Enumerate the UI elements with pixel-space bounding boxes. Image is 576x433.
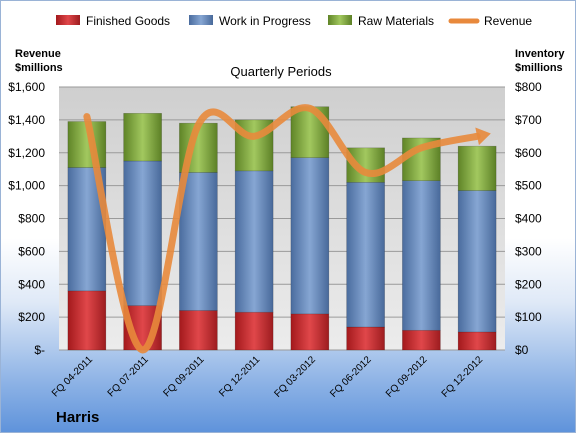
left-axis-title-line1: Revenue bbox=[15, 48, 61, 60]
bar-finished-goods bbox=[402, 329, 441, 351]
right-tick-label: $100 bbox=[515, 310, 542, 324]
left-tick-label: $- bbox=[34, 343, 45, 357]
right-tick-label: $0 bbox=[515, 343, 529, 357]
right-tick-label: $200 bbox=[515, 277, 542, 291]
left-tick-label: $1,400 bbox=[8, 113, 45, 127]
left-tick-label: $600 bbox=[18, 244, 45, 258]
bar-work-in-progress bbox=[179, 172, 218, 311]
left-axis-title-line2: $millions bbox=[15, 62, 63, 74]
chart-subtitle: Quarterly Periods bbox=[230, 64, 332, 79]
revenue-line bbox=[83, 104, 481, 354]
left-tick-label: $1,000 bbox=[8, 179, 45, 193]
legend-label-finished-goods: Finished Goods bbox=[86, 14, 170, 28]
left-tick-label: $1,600 bbox=[8, 80, 45, 94]
bar-finished-goods bbox=[290, 313, 330, 351]
left-axis-ticks: $- $200 $400 $600 $800 $1,000 $1,200 $1,400 $1,6… bbox=[8, 80, 45, 357]
x-tick-label: FQ 07-2011 bbox=[106, 354, 151, 399]
legend: Finished Goods Work in Progress Raw Mate… bbox=[56, 14, 532, 28]
bar-work-in-progress bbox=[402, 180, 441, 331]
x-axis-ticks: FQ 04-2011 FQ 07-2011 FQ 09-2011 FQ 12-2011… bbox=[50, 354, 486, 400]
left-tick-label: $800 bbox=[18, 212, 45, 226]
bar-raw-materials bbox=[457, 145, 497, 191]
bar-work-in-progress bbox=[123, 160, 162, 306]
bar-finished-goods bbox=[457, 331, 497, 351]
x-tick-label: FQ 12-2012 bbox=[440, 354, 486, 400]
right-axis-title-line1: Inventory bbox=[515, 48, 565, 60]
bar-finished-goods bbox=[179, 310, 218, 351]
right-tick-label: $700 bbox=[515, 113, 542, 127]
bar-work-in-progress bbox=[457, 190, 497, 333]
right-tick-label: $600 bbox=[515, 146, 542, 160]
left-tick-label: $400 bbox=[18, 277, 45, 291]
x-tick-label: FQ 12-2011 bbox=[217, 354, 262, 399]
right-axis-title-line2: $millions bbox=[515, 62, 563, 74]
right-tick-label: $500 bbox=[515, 179, 542, 193]
bar-work-in-progress bbox=[234, 170, 274, 313]
x-tick-label: FQ 04-2011 bbox=[50, 354, 95, 399]
bar-finished-goods bbox=[346, 326, 385, 351]
right-tick-label: $300 bbox=[515, 244, 542, 258]
bar-work-in-progress bbox=[346, 182, 385, 328]
company-name: Harris bbox=[56, 409, 99, 426]
legend-swatch-finished-goods bbox=[56, 15, 80, 25]
bar-work-in-progress bbox=[290, 157, 330, 315]
bar-finished-goods bbox=[67, 290, 107, 351]
left-tick-label: $1,200 bbox=[8, 146, 45, 160]
left-tick-label: $200 bbox=[18, 310, 45, 324]
bar-raw-materials bbox=[123, 113, 162, 162]
legend-label-work-in-progress: Work in Progress bbox=[219, 14, 311, 28]
bar-finished-goods bbox=[234, 311, 274, 351]
legend-label-revenue: Revenue bbox=[484, 14, 532, 28]
right-axis-ticks: $0 $100 $200 $300 $400 $500 $600 $700 $800 bbox=[515, 80, 542, 357]
legend-label-raw-materials: Raw Materials bbox=[358, 14, 434, 28]
right-tick-label: $400 bbox=[515, 212, 542, 226]
x-tick-label: FQ 06-2012 bbox=[328, 354, 374, 400]
legend-swatch-raw-materials bbox=[328, 15, 352, 25]
legend-swatch-work-in-progress bbox=[189, 15, 213, 25]
x-tick-label: FQ 03-2012 bbox=[272, 354, 318, 400]
x-tick-label: FQ 09-2011 bbox=[162, 354, 207, 399]
bars-group bbox=[67, 106, 497, 351]
revenue-line-group bbox=[83, 104, 491, 354]
x-tick-label: FQ 09-2012 bbox=[384, 354, 430, 400]
revenue-line-arrowhead bbox=[475, 127, 491, 146]
right-tick-label: $800 bbox=[515, 80, 542, 94]
